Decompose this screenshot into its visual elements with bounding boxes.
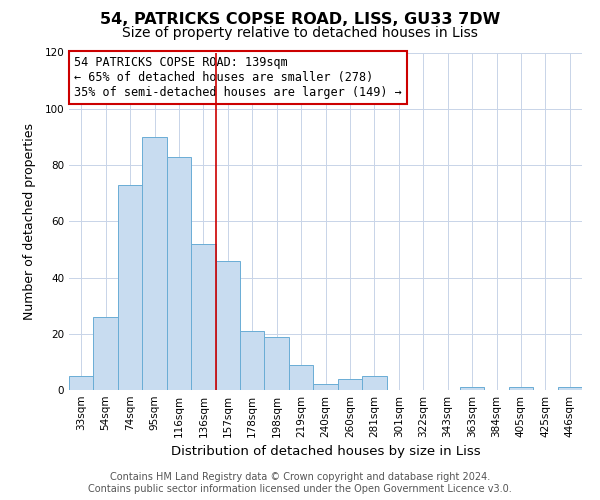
Y-axis label: Number of detached properties: Number of detached properties bbox=[23, 122, 36, 320]
Bar bbox=[265, 336, 289, 390]
Bar bbox=[240, 331, 265, 390]
Bar bbox=[289, 364, 313, 390]
Bar bbox=[460, 387, 484, 390]
Bar bbox=[191, 244, 215, 390]
Text: Size of property relative to detached houses in Liss: Size of property relative to detached ho… bbox=[122, 26, 478, 40]
Bar bbox=[313, 384, 338, 390]
Text: Contains HM Land Registry data © Crown copyright and database right 2024.
Contai: Contains HM Land Registry data © Crown c… bbox=[88, 472, 512, 494]
Bar bbox=[167, 156, 191, 390]
Bar bbox=[557, 387, 582, 390]
X-axis label: Distribution of detached houses by size in Liss: Distribution of detached houses by size … bbox=[170, 446, 481, 458]
Text: 54, PATRICKS COPSE ROAD, LISS, GU33 7DW: 54, PATRICKS COPSE ROAD, LISS, GU33 7DW bbox=[100, 12, 500, 28]
Text: 54 PATRICKS COPSE ROAD: 139sqm
← 65% of detached houses are smaller (278)
35% of: 54 PATRICKS COPSE ROAD: 139sqm ← 65% of … bbox=[74, 56, 402, 99]
Bar bbox=[69, 376, 94, 390]
Bar bbox=[362, 376, 386, 390]
Bar bbox=[94, 317, 118, 390]
Bar bbox=[509, 387, 533, 390]
Bar bbox=[338, 379, 362, 390]
Bar bbox=[215, 260, 240, 390]
Bar bbox=[142, 137, 167, 390]
Bar bbox=[118, 184, 142, 390]
